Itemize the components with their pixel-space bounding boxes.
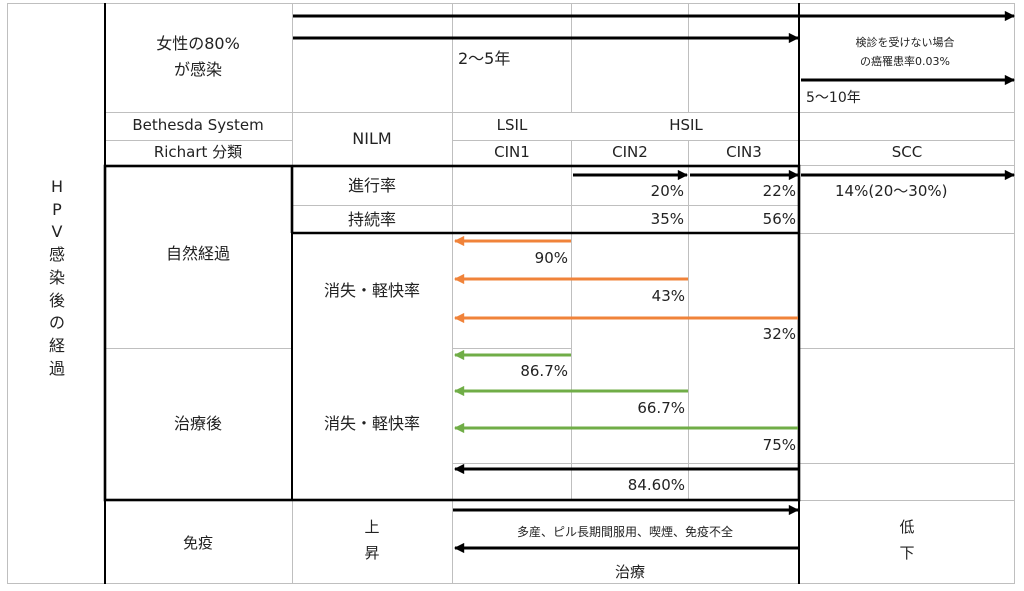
after-treatment-label: 治療後 bbox=[173, 414, 223, 433]
immunity-label: 免疫 bbox=[182, 534, 214, 552]
left-title-char: V bbox=[51, 222, 63, 242]
progression-label: 進行率 bbox=[347, 176, 397, 195]
progression-cin3-value: 22% bbox=[762, 182, 796, 200]
cin2-label: CIN2 bbox=[612, 143, 648, 161]
immunity-rise-1: 上 bbox=[364, 518, 380, 536]
left-title-vertical: H P V 感 染 後 の 経 過 bbox=[47, 176, 67, 380]
left-title-char: の bbox=[48, 313, 65, 333]
left-title-char: 経 bbox=[48, 335, 65, 355]
treatment-regression-cin3-value: 75% bbox=[762, 436, 796, 454]
left-title-char: H bbox=[50, 177, 64, 196]
left-title-char: 感 bbox=[48, 245, 65, 265]
cin3-label: CIN3 bbox=[726, 143, 762, 161]
natural-regression-cin1-value: 90% bbox=[534, 249, 568, 267]
left-title-char: 後 bbox=[48, 290, 65, 310]
treatment-regression-label: 消失・軽快率 bbox=[323, 414, 421, 433]
immunity-fall-1: 低 bbox=[899, 518, 915, 536]
period-short: 2〜5年 bbox=[458, 49, 511, 68]
no-screening-line1: 検診を受けない場合 bbox=[855, 36, 955, 49]
progression-cin2-value: 20% bbox=[650, 182, 684, 200]
no-screening-line2: の癌罹患率0.03% bbox=[860, 55, 950, 68]
treatment-regression-cin1-value: 86.7% bbox=[520, 362, 568, 380]
treatment-regression-cin2-value: 66.7% bbox=[637, 399, 685, 417]
left-title-char: P bbox=[52, 199, 62, 219]
natural-regression-cin3-value: 32% bbox=[762, 325, 796, 343]
infection-rate-line1: 女性の80% bbox=[156, 34, 240, 53]
persistence-label: 持続率 bbox=[347, 210, 397, 229]
thick-borders bbox=[103, 3, 801, 584]
natural-regression-cin2-value: 43% bbox=[651, 287, 685, 305]
natural-regression-label: 消失・軽快率 bbox=[323, 281, 421, 300]
period-long: 5〜10年 bbox=[806, 90, 861, 106]
persistence-cin3-value: 56% bbox=[762, 210, 796, 228]
grid-lines bbox=[7, 3, 1015, 584]
nilm-label: NILM bbox=[352, 129, 392, 148]
lsil-label: LSIL bbox=[496, 116, 528, 134]
natural-course-label: 自然経過 bbox=[165, 244, 231, 263]
treatment-overall-value: 84.60% bbox=[627, 476, 685, 494]
left-title-char: 染 bbox=[48, 267, 65, 287]
immunity-treatment: 治療 bbox=[614, 563, 646, 581]
immunity-fall-2: 下 bbox=[899, 544, 915, 562]
immunity-factors: 多産、ピル長期間服用、喫煙、免疫不全 bbox=[516, 525, 734, 539]
left-title-char: 過 bbox=[48, 358, 65, 378]
bethesda-label: Bethesda System bbox=[132, 116, 264, 134]
hsil-label: HSIL bbox=[669, 116, 703, 134]
persistence-cin2-value: 35% bbox=[650, 210, 684, 228]
cin1-label: CIN1 bbox=[494, 143, 530, 161]
immunity-rise-2: 昇 bbox=[364, 544, 380, 562]
scc-label: SCC bbox=[891, 143, 923, 161]
richart-label: Richart 分類 bbox=[153, 143, 243, 161]
infection-rate-line2: が感染 bbox=[173, 60, 223, 79]
progression-scc-value: 14%(20〜30%) bbox=[835, 182, 948, 200]
